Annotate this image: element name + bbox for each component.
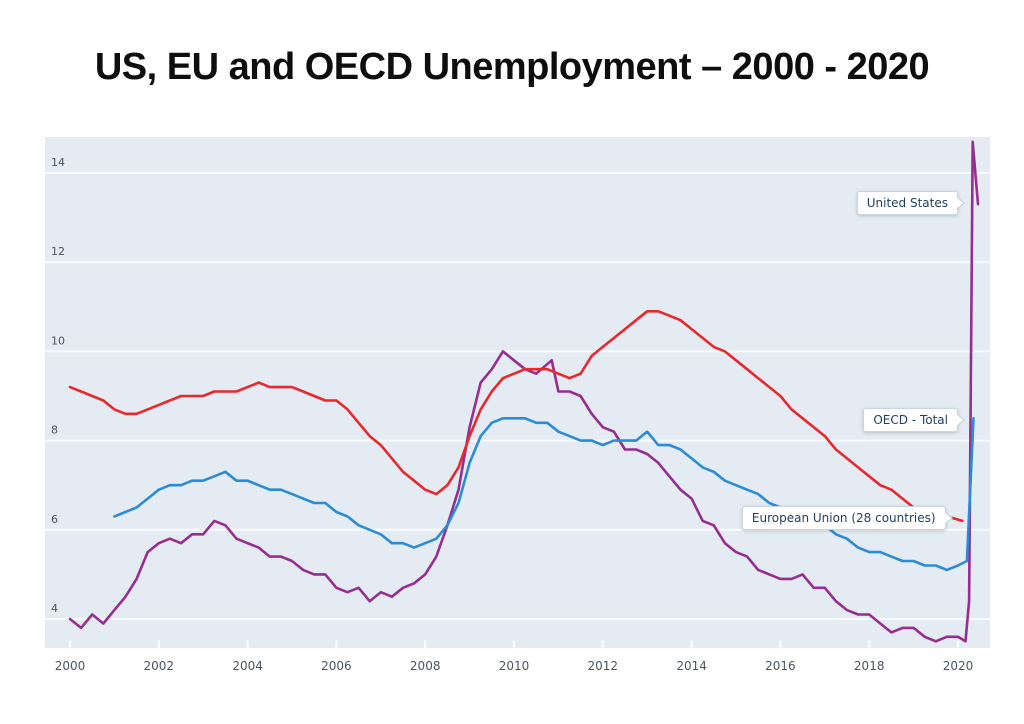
x-tick-label: 2002 [144, 659, 175, 673]
x-tick-label: 2018 [854, 659, 885, 673]
x-tick-label: 2014 [676, 659, 707, 673]
chart-plot-area: 4 6 8 10 12 14 2000 2002 2004 2006 2008 2010 2012 201… [45, 137, 990, 673]
x-tick-label: 2010 [499, 659, 530, 673]
y-tick-label: 12 [51, 245, 65, 258]
series-line-united-states [68, 140, 980, 643]
series-label-callout-european-union-28-countries: European Union (28 countries) [741, 505, 953, 530]
y-tick-label: 6 [51, 513, 58, 526]
series-line-oecd-total [113, 416, 975, 572]
x-tick-label: 2012 [588, 659, 619, 673]
y-tick-label: 8 [51, 424, 58, 437]
y-tick-label: 10 [51, 334, 65, 347]
plot-panel-background [45, 137, 990, 648]
series-line-european-union-28-countries [68, 310, 964, 523]
x-tick-label: 2006 [321, 659, 352, 673]
x-tick-label: 2020 [943, 659, 974, 673]
x-tick-label: 2004 [232, 659, 263, 673]
x-tick-label: 2016 [765, 659, 796, 673]
series-label-callout-united-states: United States [856, 191, 966, 216]
page-title: US, EU and OECD Unemployment – 2000 - 20… [94, 46, 930, 88]
y-tick-label: 14 [51, 156, 65, 169]
series-label-callout-oecd-total: OECD - Total [863, 407, 965, 432]
y-tick-label: 4 [51, 602, 58, 615]
x-tick-label: 2008 [410, 659, 441, 673]
x-tick-label: 2000 [55, 659, 86, 673]
